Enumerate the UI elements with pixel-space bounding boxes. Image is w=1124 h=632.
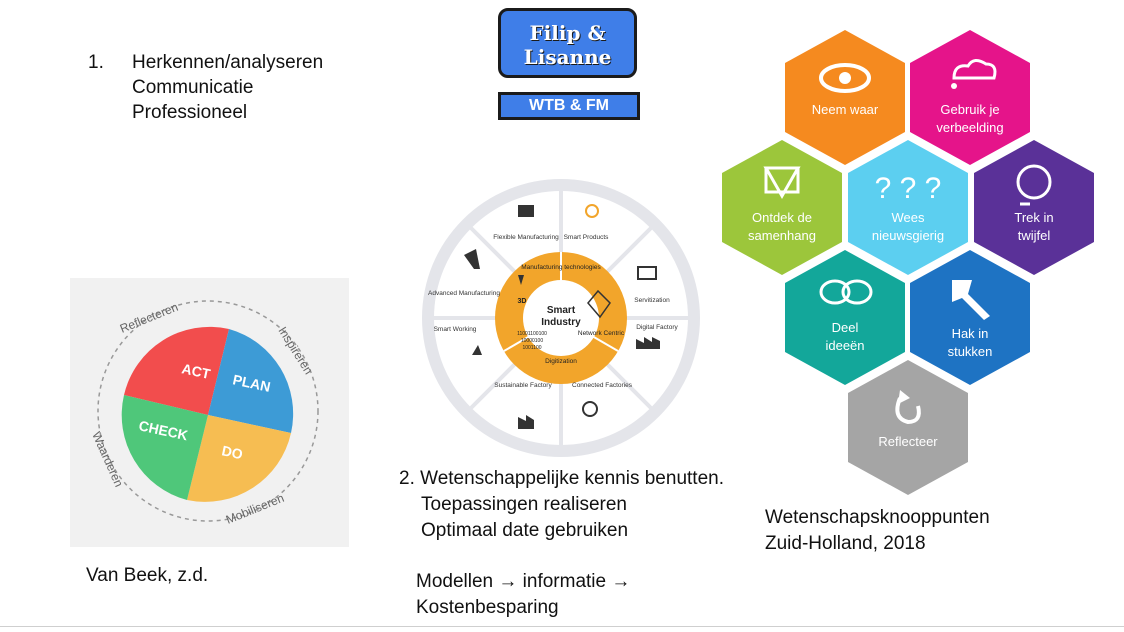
- eye-icon: [819, 63, 871, 93]
- hexagon-diagram: Neem waar Gebruik je verbeelding Ontdek …: [722, 30, 1094, 495]
- hex-label-trek-line-2: twijfel: [1018, 228, 1051, 243]
- laptop-icon: [637, 266, 657, 280]
- hex-label-wees-line-2: nieuwsgierig: [872, 228, 944, 243]
- pdca-act-segment: [124, 326, 229, 415]
- hex-wees-nieuwsgierig: ? ? ? Wees nieuwsgierig: [848, 140, 968, 275]
- hex-label-hak-line-1: Hak in: [952, 326, 989, 341]
- hex-label-ontdek-line-2: samenhang: [748, 228, 816, 243]
- sustainable-factory-icon: [518, 415, 534, 429]
- question-marks-icon: ? ? ?: [875, 172, 942, 205]
- pdca-do-segment: [187, 415, 291, 502]
- 3d-printer-icon: [518, 275, 524, 285]
- network-icon: [587, 289, 611, 319]
- speech-bubbles-icon: [819, 279, 851, 305]
- hex-label-trek-line-1: Trek in: [1014, 210, 1053, 225]
- bottom-divider: [0, 626, 1124, 627]
- wheel-center: [523, 280, 599, 356]
- outer-label-advanced-manufacturing: Advanced Manufacturing: [428, 290, 500, 297]
- list-line-2: Communicatie: [132, 77, 254, 98]
- digital-factory-icon: [636, 337, 660, 349]
- center-title-line-1: Smart: [547, 305, 576, 316]
- refresh-arrow-icon: [895, 397, 921, 425]
- department-box: WTB & FM: [498, 92, 640, 120]
- inner-label-manufacturing-technologies: Manufacturing technologies: [521, 264, 601, 271]
- outer-label-smart-products: Smart Products: [564, 234, 610, 241]
- list-number: 1.: [88, 52, 104, 73]
- pdca-plan-segment: [208, 329, 294, 433]
- author-line-1: Filip &: [529, 21, 606, 45]
- thought-cloud-icon: [952, 59, 997, 80]
- inner-label-digitization: Digitization: [545, 358, 577, 365]
- pdca-act-label: ACT: [180, 360, 212, 382]
- pdca-diagram: ACT PLAN DO CHECK Reflecteren Inspireren…: [89, 300, 319, 527]
- hex-hak-in-stukken: Hak in stukken: [910, 250, 1030, 385]
- middle-footer-line-1: Modellen → informatie →: [416, 571, 631, 592]
- hex-deel-ideeen: Deel ideeën: [785, 250, 905, 385]
- list-line-1: Herkennen/analyseren: [132, 52, 324, 73]
- pdca-check-segment: [121, 395, 208, 500]
- factory-machine-icon: [518, 205, 534, 217]
- outer-label-smart-working: Smart Working: [434, 326, 477, 333]
- network-icon: [763, 166, 801, 200]
- binary-line-3: 1001100: [522, 345, 541, 351]
- pdca-dashed-ring: [97, 300, 319, 522]
- hex-label-ontdek-line-1: Ontdek de: [752, 210, 812, 225]
- hand-touch-icon: [472, 345, 482, 355]
- hex-label-deel-line-2: ideeën: [825, 338, 864, 353]
- hex-neem-waar: Neem waar: [785, 30, 905, 165]
- inner-label-3d: 3D: [518, 298, 527, 305]
- smart-industry-wheel: Smart Industry Manufacturing technologie…: [422, 179, 700, 457]
- hex-ontdek-de-samenhang: Ontdek de samenhang: [722, 140, 842, 275]
- doubt-face-icon: [1016, 164, 1052, 200]
- binary-line-2: 10000100: [521, 338, 543, 344]
- hex-label-reflecteer: Reflecteer: [878, 434, 938, 449]
- hex-label-deel-line-1: Deel: [832, 320, 859, 335]
- hex-gebruik-je-verbeelding: Gebruik je verbeelding: [910, 30, 1030, 165]
- pdca-ring-label-waarderen: Waarderen: [89, 430, 126, 490]
- pdca-caption: Van Beek, z.d.: [86, 565, 209, 586]
- middle-footer-line-2: Kostenbesparing: [416, 597, 559, 618]
- author-line-2: Lisanne: [523, 45, 612, 69]
- outer-label-digital-factory: Digital Factory: [636, 324, 678, 331]
- authors-box: Filip & Lisanne: [498, 8, 637, 78]
- list-line-3: Professioneel: [132, 102, 248, 123]
- inner-label-network-centric: Network Centric: [578, 330, 625, 337]
- center-title-line-2: Industry: [541, 317, 581, 328]
- right-caption-line-1: Wetenschapsknooppunten: [765, 507, 990, 528]
- middle-caption-line-2: Toepassingen realiseren: [421, 494, 627, 515]
- circuit-icon: [585, 204, 599, 218]
- axe-icon: [952, 280, 990, 320]
- outer-label-servitization: Servitization: [634, 297, 670, 304]
- connected-factories-icon: [582, 401, 598, 417]
- outer-label-connected-factories: Connected Factories: [572, 382, 633, 389]
- outer-label-flexible-manufacturing: Flexible Manufacturing: [493, 234, 559, 241]
- right-caption-line-2: Zuid-Holland, 2018: [765, 533, 926, 554]
- robot-arm-icon: [464, 249, 480, 269]
- pdca-plan-label: PLAN: [231, 371, 272, 395]
- hex-label-gebruik-je-line-2: verbeelding: [936, 120, 1003, 135]
- middle-caption-line-3: Optimaal date gebruiken: [421, 520, 629, 541]
- pdca-ring-label-inspireren: Inspireren: [275, 324, 315, 377]
- hex-label-hak-line-2: stukken: [948, 344, 993, 359]
- hex-label-wees-line-1: Wees: [892, 210, 925, 225]
- hex-trek-in-twijfel: Trek in twijfel: [974, 140, 1094, 275]
- hex-reflecteer: Reflecteer: [848, 360, 968, 495]
- middle-caption-heading: 2. Wetenschappelijke kennis benutten.: [399, 468, 724, 489]
- hex-label-neem-waar: Neem waar: [812, 102, 879, 117]
- binary-line-1: 11001100100: [517, 331, 547, 337]
- hex-label-gebruik-je-line-1: Gebruik je: [940, 102, 999, 117]
- pdca-ring-label-reflecteren: Reflecteren: [118, 300, 180, 336]
- pdca-panel: ACT PLAN DO CHECK Reflecteren Inspireren…: [70, 278, 349, 547]
- outer-label-sustainable-factory: Sustainable Factory: [494, 382, 552, 389]
- pdca-do-label: DO: [220, 442, 244, 462]
